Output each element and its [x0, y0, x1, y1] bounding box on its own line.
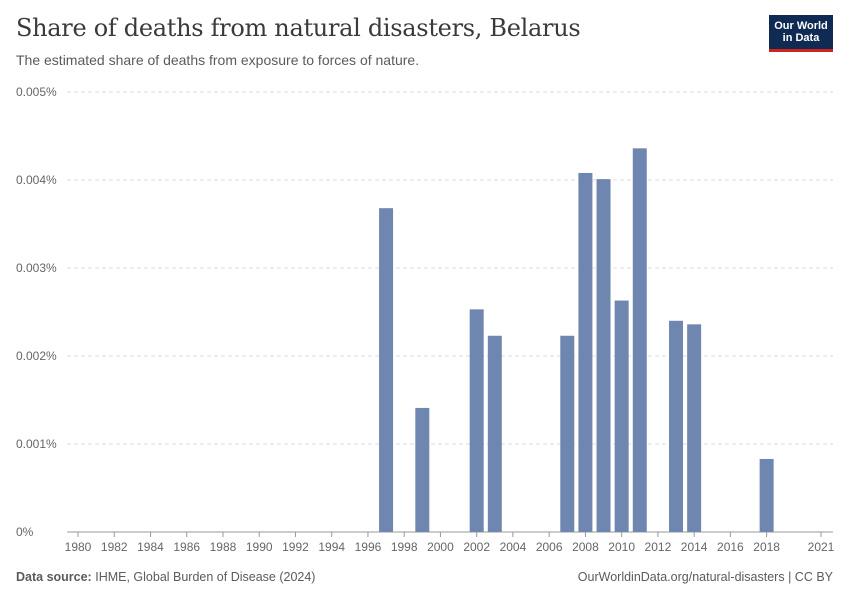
x-tick-label: 1998: [391, 540, 418, 554]
chart-subtitle: The estimated share of deaths from expos…: [16, 52, 420, 68]
logo-line-2: in Data: [782, 32, 820, 44]
x-tick-label: 1990: [246, 540, 273, 554]
data-source: Data source: IHME, Global Burden of Dise…: [16, 570, 315, 584]
source-link[interactable]: OurWorldinData.org/natural-disasters | C…: [577, 570, 833, 584]
x-tick-label: 2012: [645, 540, 672, 554]
bar[interactable]: [614, 300, 629, 532]
x-tick-label: 2002: [463, 540, 490, 554]
owid-logo[interactable]: Our World in Data: [769, 15, 833, 52]
x-tick-label: 2018: [753, 540, 780, 554]
x-tick-label: 1994: [318, 540, 345, 554]
bar[interactable]: [687, 324, 702, 532]
x-tick-label: 1986: [173, 540, 200, 554]
bar[interactable]: [596, 179, 611, 532]
chart-title: Share of deaths from natural disasters, …: [16, 14, 581, 42]
y-tick-label: 0.005%: [16, 85, 57, 99]
y-tick-label: 0.003%: [16, 261, 57, 275]
x-tick-label: 2016: [717, 540, 744, 554]
y-tick-label: 0.002%: [16, 349, 57, 363]
y-tick-label: 0%: [16, 525, 34, 539]
x-tick-label: 1982: [101, 540, 128, 554]
data-source-label: Data source:: [16, 570, 92, 584]
x-tick-label: 2021: [808, 540, 835, 554]
x-tick-label: 2014: [681, 540, 708, 554]
x-tick-label: 1988: [210, 540, 237, 554]
x-tick-label: 2004: [500, 540, 527, 554]
bar[interactable]: [415, 407, 430, 532]
bar[interactable]: [632, 148, 647, 532]
logo-line-1: Our World: [774, 20, 828, 32]
x-tick-label: 2006: [536, 540, 563, 554]
bar[interactable]: [487, 335, 502, 532]
x-tick-label: 2010: [608, 540, 635, 554]
x-tick-label: 1980: [65, 540, 92, 554]
bar[interactable]: [379, 208, 394, 532]
x-tick-label: 2000: [427, 540, 454, 554]
x-tick-label: 1984: [137, 540, 164, 554]
x-tick-label: 2008: [572, 540, 599, 554]
bar[interactable]: [669, 320, 684, 532]
y-tick-label: 0.001%: [16, 437, 57, 451]
bar[interactable]: [759, 458, 774, 532]
data-source-text: IHME, Global Burden of Disease (2024): [95, 570, 316, 584]
bar[interactable]: [469, 309, 484, 532]
bar[interactable]: [578, 172, 593, 532]
bar[interactable]: [560, 335, 575, 532]
x-tick-label: 1992: [282, 540, 309, 554]
x-tick-label: 1996: [355, 540, 382, 554]
y-tick-label: 0.004%: [16, 173, 57, 187]
